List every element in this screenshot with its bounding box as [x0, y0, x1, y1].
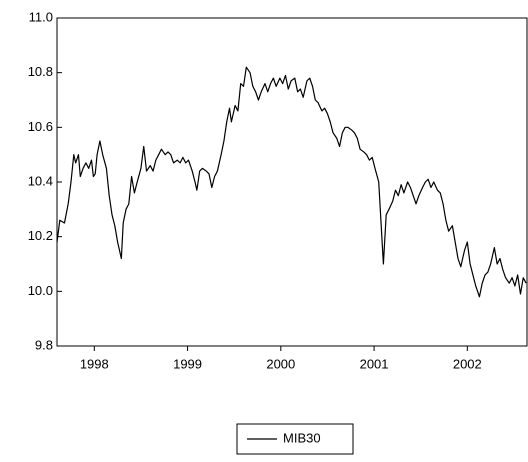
plot-frame: [56, 17, 528, 347]
y-tick-label: 10.8: [28, 64, 53, 79]
x-tick-label: 1999: [173, 356, 202, 371]
y-tick-label: 10.0: [28, 283, 53, 298]
x-tick-label: 1998: [80, 356, 109, 371]
y-tick-label: 11.0: [29, 9, 53, 24]
x-tick-label: 2000: [266, 356, 295, 371]
y-tick-label: 10.2: [28, 228, 53, 243]
y-tick-label: 9.8: [35, 337, 53, 352]
x-tick-label: 2002: [453, 356, 482, 371]
legend-label: MIB30: [283, 430, 321, 445]
y-tick-label: 10.4: [28, 173, 53, 188]
y-tick-label: 10.6: [28, 119, 53, 134]
x-tick-label: 2001: [360, 356, 389, 371]
data-line: [56, 66, 527, 298]
